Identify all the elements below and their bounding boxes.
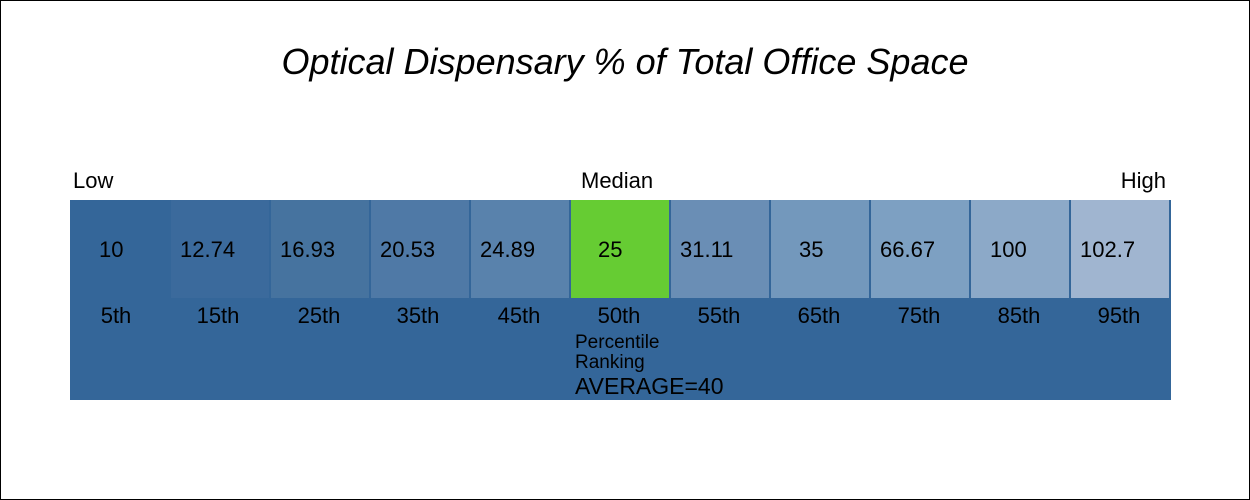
percentile-label: 75th [897, 303, 941, 328]
percentile-label: 50th [597, 303, 641, 328]
value-cell: 102.7 [1071, 200, 1169, 298]
low-label: Low [73, 168, 114, 193]
percentile-label: 65th [797, 303, 841, 328]
high-label: High [1120, 168, 1166, 193]
value-cell: 35 [771, 200, 869, 298]
percentile-ranking-caption: Percentile Ranking [575, 333, 660, 373]
value-label: 35 [799, 237, 824, 262]
value-label: 102.7 [1080, 237, 1136, 262]
percentile-label: 55th [697, 303, 741, 328]
value-cell: 100 [971, 200, 1069, 298]
percentile-label: 15th [196, 303, 240, 328]
percentile-label: 5th [100, 303, 132, 328]
median-label: Median [581, 168, 654, 193]
percentile-label: 35th [396, 303, 440, 328]
chart-title: Optical Dispensary % of Total Office Spa… [281, 41, 969, 82]
value-cells-row: 10 12.74 16.93 20.53 24.89 25 31.11 35 66.67 100 1… [70, 200, 1171, 299]
value-label: 31.11 [680, 237, 734, 262]
percentile-label: 25th [297, 303, 341, 328]
caption-line-ranking: Ranking [575, 352, 645, 373]
value-label: 10 [99, 237, 124, 262]
value-label: 16.93 [280, 237, 336, 262]
percentile-label: 95th [1097, 303, 1141, 328]
value-cell: 10 [71, 200, 169, 298]
value-label: 20.53 [380, 237, 436, 262]
value-cell: 66.67 [871, 200, 969, 298]
value-cell: 24.89 [471, 200, 569, 298]
value-label: 24.89 [480, 237, 536, 262]
value-cell: 20.53 [371, 200, 469, 298]
value-cell: 16.93 [271, 200, 369, 298]
caption-line-percentile: Percentile [575, 332, 660, 353]
value-cell: 31.11 [671, 200, 769, 298]
value-cell-median: 25 [571, 200, 669, 298]
percentile-label: 45th [497, 303, 541, 328]
average-label: AVERAGE=40 [575, 373, 724, 399]
value-label: 100 [990, 237, 1027, 262]
value-label: 12.74 [180, 237, 236, 262]
value-cell: 12.74 [171, 200, 269, 298]
value-label: 66.67 [880, 237, 936, 262]
value-label: 25 [598, 237, 623, 262]
percentile-label: 85th [997, 303, 1041, 328]
